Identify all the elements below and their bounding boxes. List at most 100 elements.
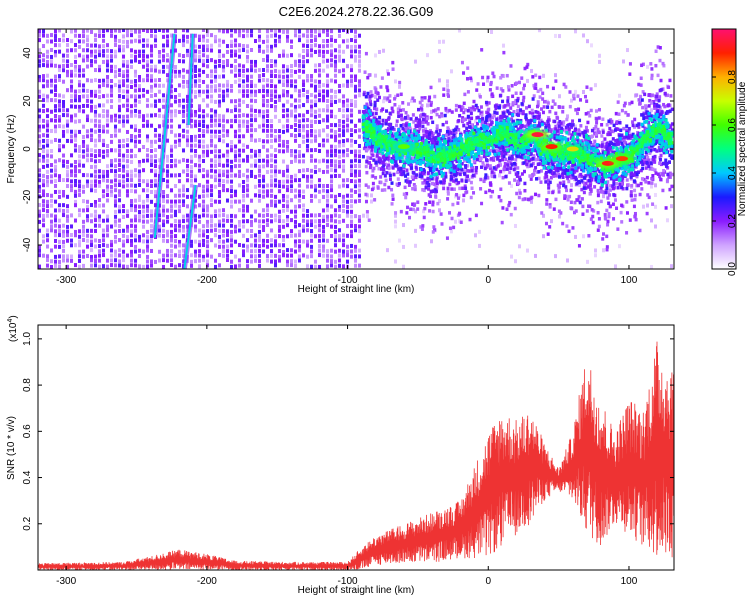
ridge-cell <box>630 100 634 105</box>
spectrogram-cell <box>282 29 285 34</box>
spectrogram-cell <box>106 173 109 178</box>
spectrogram-cell <box>110 193 113 198</box>
spectrogram-cell <box>154 148 157 153</box>
spectrogram-cell <box>666 218 669 223</box>
spectrogram-cell <box>350 103 353 108</box>
spectrogram-cell <box>222 228 225 233</box>
ridge-cell <box>573 177 577 182</box>
ridge-cell <box>450 187 454 191</box>
spectrogram-cell <box>294 204 297 209</box>
spectrogram-cell <box>114 69 117 74</box>
spectrogram-cell <box>298 198 301 203</box>
spectrogram-cell <box>134 69 137 74</box>
ridge-cell <box>368 165 372 170</box>
spectrogram-cell <box>226 253 229 258</box>
spectrogram-cell <box>226 133 229 138</box>
spectrogram-cell <box>122 44 125 49</box>
spectrogram-cell <box>94 263 97 268</box>
ridge-cell <box>489 122 493 127</box>
ridge-cell <box>548 205 552 209</box>
spectrogram-cell <box>354 34 357 39</box>
spectrogram-cell <box>338 173 341 178</box>
spectrogram-cell <box>130 148 133 153</box>
spectrogram-cell <box>214 258 217 263</box>
spectrogram-cell <box>86 64 89 69</box>
ridge-cell <box>647 181 651 185</box>
spectrogram-cell <box>158 213 161 218</box>
ridge-cell <box>388 177 392 181</box>
spectrogram-cell <box>50 163 53 168</box>
spectrogram-cell <box>210 149 213 154</box>
spectrogram-cell <box>194 249 197 254</box>
spectrogram-cell <box>38 228 41 233</box>
ridge-cell <box>595 121 599 125</box>
spectrogram-cell <box>322 183 325 188</box>
spectrogram-cell <box>186 188 189 193</box>
spectrogram-cell <box>622 59 625 64</box>
spectrogram-cell <box>94 68 97 73</box>
spectrogram-cell <box>82 139 85 144</box>
spectrogram-cell <box>230 39 233 44</box>
spectrogram-cell <box>74 89 77 94</box>
spectrogram-cell <box>154 139 157 144</box>
spectrogram-cell <box>542 234 545 239</box>
spectrogram-cell <box>126 44 129 49</box>
spectrogram-cell <box>130 229 133 234</box>
spectrogram-cell <box>314 43 317 48</box>
ridge-cell <box>465 190 469 194</box>
spectrogram-cell <box>46 128 49 133</box>
spectrogram-cell <box>146 103 149 108</box>
spectrogram-cell <box>86 204 89 209</box>
spectrogram-cell <box>182 43 185 48</box>
ridge-cell <box>406 177 410 181</box>
spectrogram-cell <box>326 64 329 69</box>
spectrogram-cell <box>302 139 305 144</box>
spectrogram-cell <box>342 249 345 254</box>
ridge-cell <box>531 161 535 166</box>
spectrogram-cell <box>294 259 297 264</box>
spectrogram-cell <box>42 103 45 108</box>
spectrogram-cell <box>70 29 73 34</box>
spectrogram-cell <box>122 179 125 184</box>
spectrogram-cell <box>54 98 57 103</box>
spectrogram-cell <box>290 229 293 234</box>
spectrogram-cell <box>242 68 245 73</box>
spectrogram-cell <box>170 208 173 213</box>
ridge-cell <box>503 104 507 108</box>
ridge-cell <box>523 66 527 71</box>
spectrogram-cell <box>154 159 157 164</box>
spectrogram-cell <box>650 264 653 269</box>
spectrogram-cell <box>46 238 49 243</box>
ridge-cell <box>596 228 600 232</box>
ridge-cell <box>644 107 648 111</box>
spectrogram-cell <box>150 154 153 159</box>
ridge-cell <box>422 188 426 193</box>
spectrogram-cell <box>218 38 221 43</box>
spectrogram-cell <box>258 173 261 178</box>
spectrogram-cell <box>154 83 157 88</box>
spectrogram-cell <box>38 168 41 173</box>
spectrogram-cell <box>234 64 237 69</box>
ridge-cell <box>606 196 610 200</box>
ridge-cell <box>431 181 435 186</box>
spectrogram-cell <box>170 89 173 94</box>
spectrogram-cell <box>274 199 277 204</box>
spectrogram-cell <box>126 178 129 183</box>
spectrogram-cell <box>134 173 137 178</box>
spectrogram-cell <box>270 259 273 264</box>
spectrogram-cell <box>254 99 257 104</box>
spectrogram-cell <box>50 154 53 159</box>
spectrogram-cell <box>190 263 193 268</box>
spectrogram-cell <box>162 219 165 224</box>
spectrogram-cell <box>242 198 245 203</box>
spectrogram-cell <box>602 194 605 199</box>
spectrogram-cell <box>298 68 301 73</box>
spectrogram-cell <box>186 29 189 33</box>
ridge-cell <box>480 113 484 118</box>
ridge-cell <box>398 80 402 85</box>
spectrogram-cell <box>358 33 361 38</box>
spectrogram-cell <box>242 233 245 238</box>
spectrogram-cell <box>102 238 105 243</box>
spectrogram-cell <box>218 213 221 218</box>
spectrogram-cell <box>286 168 289 173</box>
